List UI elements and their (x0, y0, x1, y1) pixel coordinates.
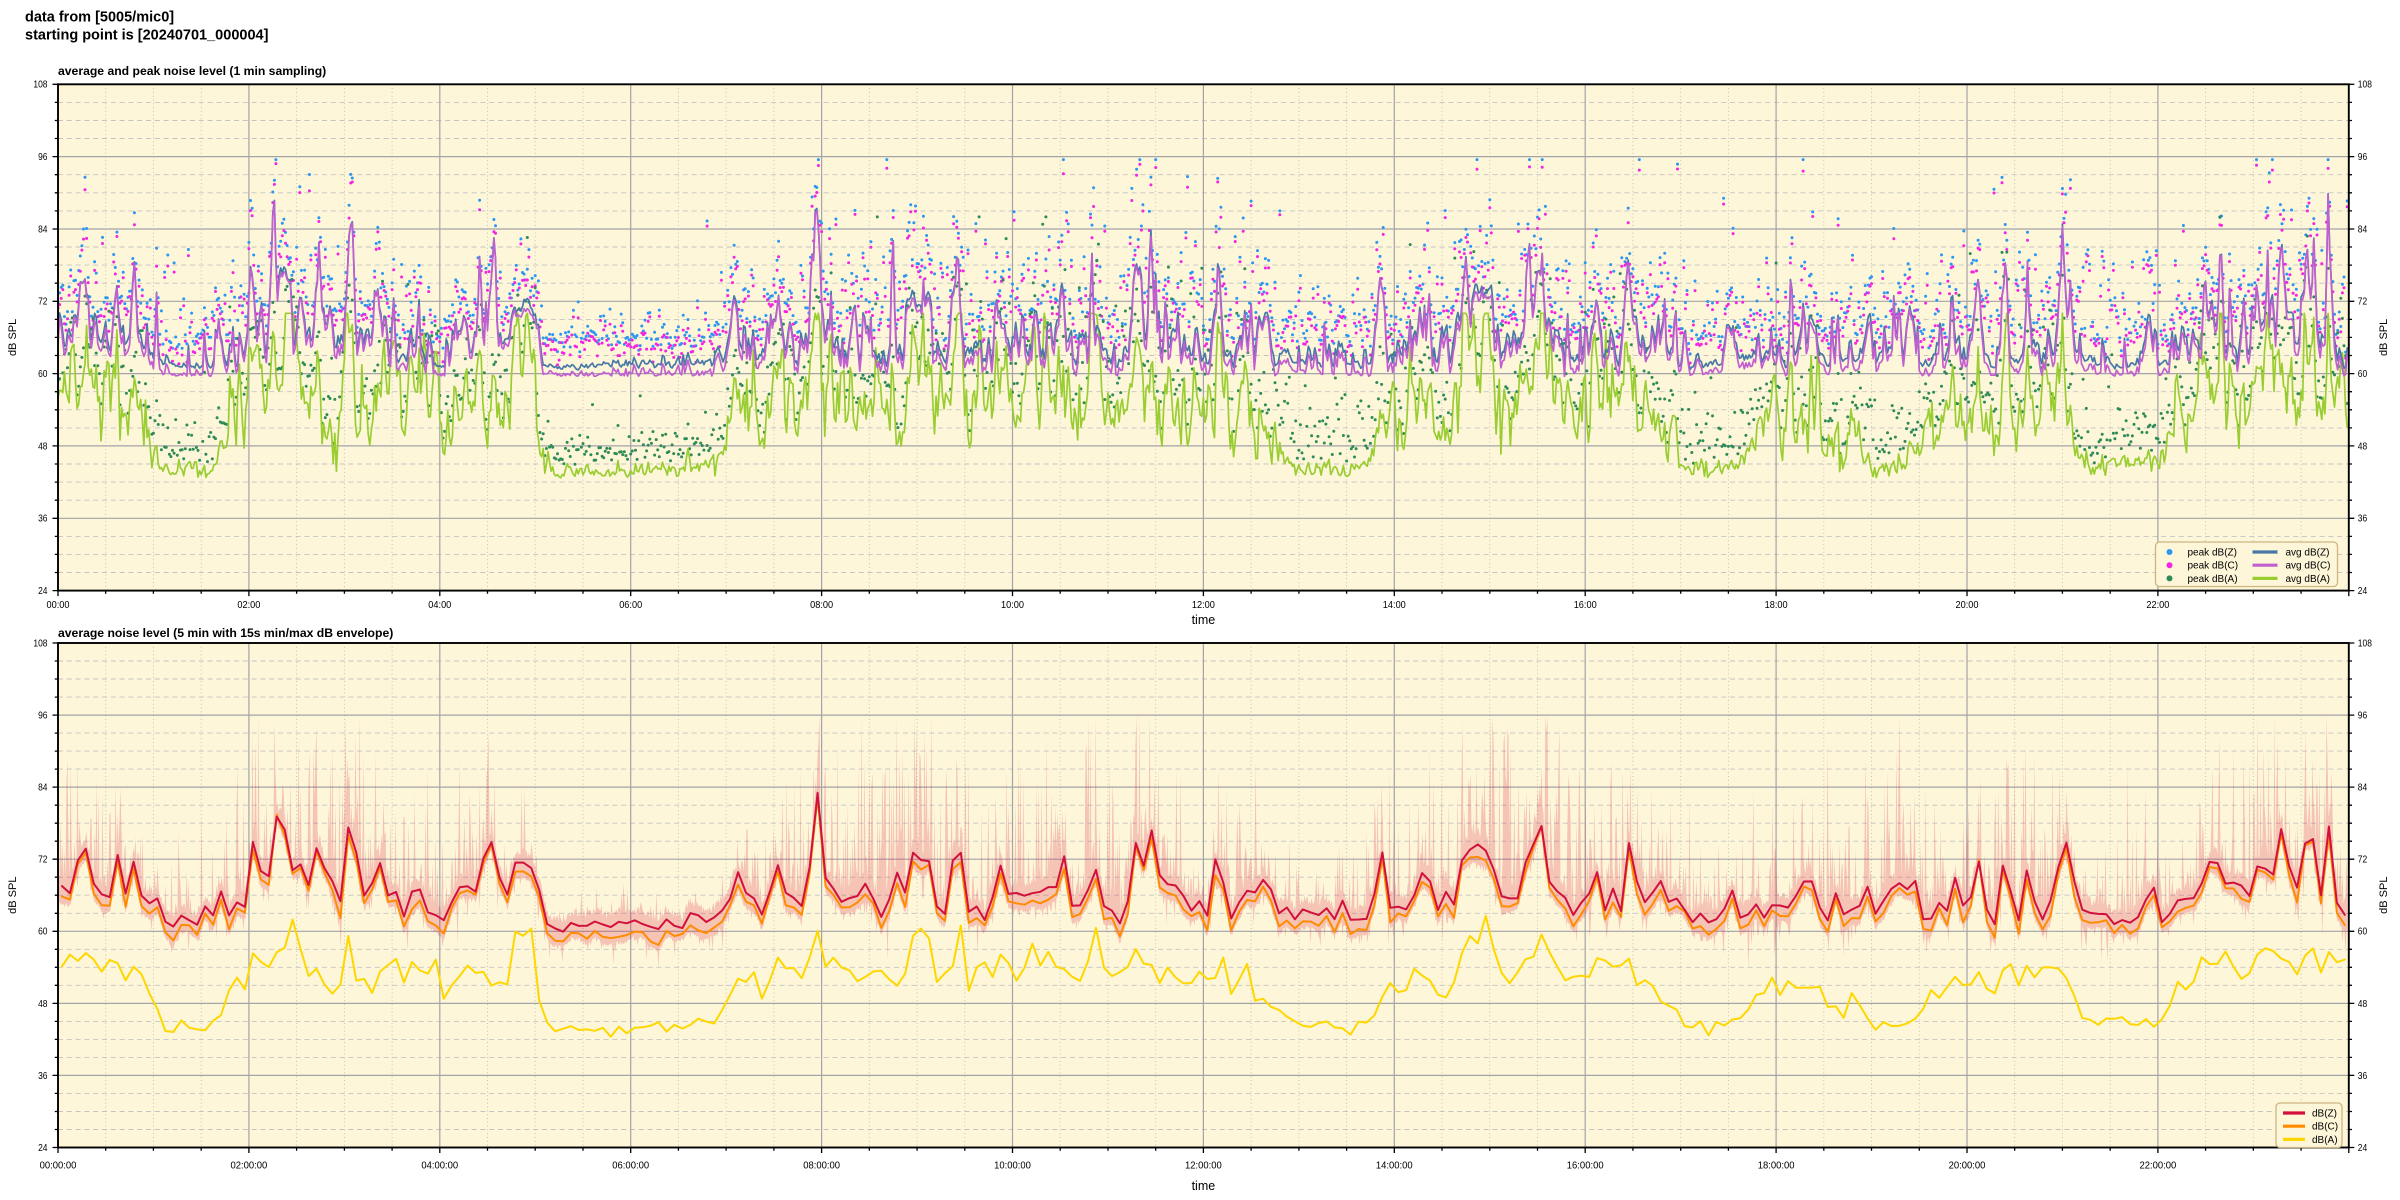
svg-text:12:00: 12:00 (1192, 600, 1215, 611)
svg-text:avg dB(Z): avg dB(Z) (2286, 548, 2330, 559)
svg-text:48: 48 (2358, 441, 2368, 452)
svg-text:16:00: 16:00 (1574, 600, 1597, 611)
svg-text:dB SPL: dB SPL (2378, 319, 2390, 356)
svg-text:96: 96 (38, 152, 48, 163)
svg-text:time: time (1192, 1179, 1216, 1193)
svg-text:96: 96 (2358, 711, 2368, 722)
svg-text:average noise level (5 min wit: average noise level (5 min with 15s min/… (58, 626, 393, 640)
svg-text:00:00:00: 00:00:00 (40, 1161, 77, 1172)
svg-text:108: 108 (33, 80, 47, 91)
svg-text:18:00:00: 18:00:00 (1758, 1161, 1795, 1172)
svg-text:peak dB(C): peak dB(C) (2188, 561, 2239, 572)
svg-text:72: 72 (38, 855, 48, 866)
svg-text:60: 60 (2358, 369, 2368, 380)
svg-text:60: 60 (2358, 927, 2368, 938)
svg-text:12:00:00: 12:00:00 (1185, 1161, 1222, 1172)
svg-text:dB SPL: dB SPL (7, 877, 19, 914)
svg-text:00:00: 00:00 (47, 600, 70, 611)
svg-text:avg dB(C): avg dB(C) (2286, 561, 2331, 572)
svg-text:06:00: 06:00 (619, 600, 642, 611)
svg-text:60: 60 (38, 927, 48, 938)
svg-text:72: 72 (2358, 855, 2368, 866)
svg-text:peak dB(Z): peak dB(Z) (2188, 548, 2237, 559)
svg-text:04:00:00: 04:00:00 (421, 1161, 458, 1172)
svg-text:16:00:00: 16:00:00 (1567, 1161, 1604, 1172)
svg-text:10:00: 10:00 (1001, 600, 1024, 611)
svg-text:14:00:00: 14:00:00 (1376, 1161, 1413, 1172)
svg-text:36: 36 (38, 1071, 48, 1082)
svg-text:dB(A): dB(A) (2312, 1135, 2338, 1146)
svg-text:dB(Z): dB(Z) (2312, 1109, 2337, 1120)
svg-text:22:00: 22:00 (2146, 600, 2169, 611)
svg-text:24: 24 (38, 586, 48, 597)
svg-text:08:00: 08:00 (810, 600, 833, 611)
svg-text:96: 96 (38, 711, 48, 722)
svg-text:84: 84 (38, 224, 48, 235)
svg-text:72: 72 (2358, 297, 2368, 308)
svg-text:starting point is [20240701_00: starting point is [20240701_000004] (25, 28, 269, 44)
svg-text:48: 48 (38, 441, 48, 452)
svg-text:02:00: 02:00 (237, 600, 260, 611)
svg-text:average and peak noise level (: average and peak noise level (1 min samp… (58, 64, 326, 78)
svg-text:84: 84 (2358, 224, 2368, 235)
svg-text:108: 108 (2358, 638, 2372, 649)
svg-text:18:00: 18:00 (1765, 600, 1788, 611)
svg-text:24: 24 (2358, 586, 2368, 597)
svg-text:10:00:00: 10:00:00 (994, 1161, 1031, 1172)
svg-text:36: 36 (38, 514, 48, 525)
svg-text:72: 72 (38, 297, 48, 308)
svg-text:08:00:00: 08:00:00 (803, 1161, 840, 1172)
svg-text:84: 84 (2358, 783, 2368, 794)
svg-text:06:00:00: 06:00:00 (612, 1161, 649, 1172)
svg-text:108: 108 (2358, 80, 2372, 91)
svg-text:avg dB(A): avg dB(A) (2286, 574, 2330, 585)
svg-text:84: 84 (38, 783, 48, 794)
svg-text:time: time (1192, 613, 1216, 627)
svg-text:36: 36 (2358, 514, 2368, 525)
svg-text:dB SPL: dB SPL (2378, 877, 2390, 914)
svg-text:24: 24 (2358, 1143, 2368, 1154)
svg-text:48: 48 (38, 999, 48, 1010)
svg-text:48: 48 (2358, 999, 2368, 1010)
svg-text:22:00:00: 22:00:00 (2140, 1161, 2177, 1172)
svg-text:20:00:00: 20:00:00 (1949, 1161, 1986, 1172)
svg-text:60: 60 (38, 369, 48, 380)
svg-text:14:00: 14:00 (1383, 600, 1406, 611)
svg-text:20:00: 20:00 (1956, 600, 1979, 611)
svg-text:dB(C): dB(C) (2312, 1122, 2338, 1133)
svg-text:data from [5005/mic0]: data from [5005/mic0] (25, 10, 174, 26)
svg-text:peak dB(A): peak dB(A) (2188, 574, 2238, 585)
svg-text:36: 36 (2358, 1071, 2368, 1082)
svg-text:96: 96 (2358, 152, 2368, 163)
svg-text:02:00:00: 02:00:00 (231, 1161, 268, 1172)
svg-text:dB SPL: dB SPL (7, 319, 19, 356)
svg-text:108: 108 (33, 638, 47, 649)
svg-text:24: 24 (38, 1143, 48, 1154)
svg-text:04:00: 04:00 (428, 600, 451, 611)
